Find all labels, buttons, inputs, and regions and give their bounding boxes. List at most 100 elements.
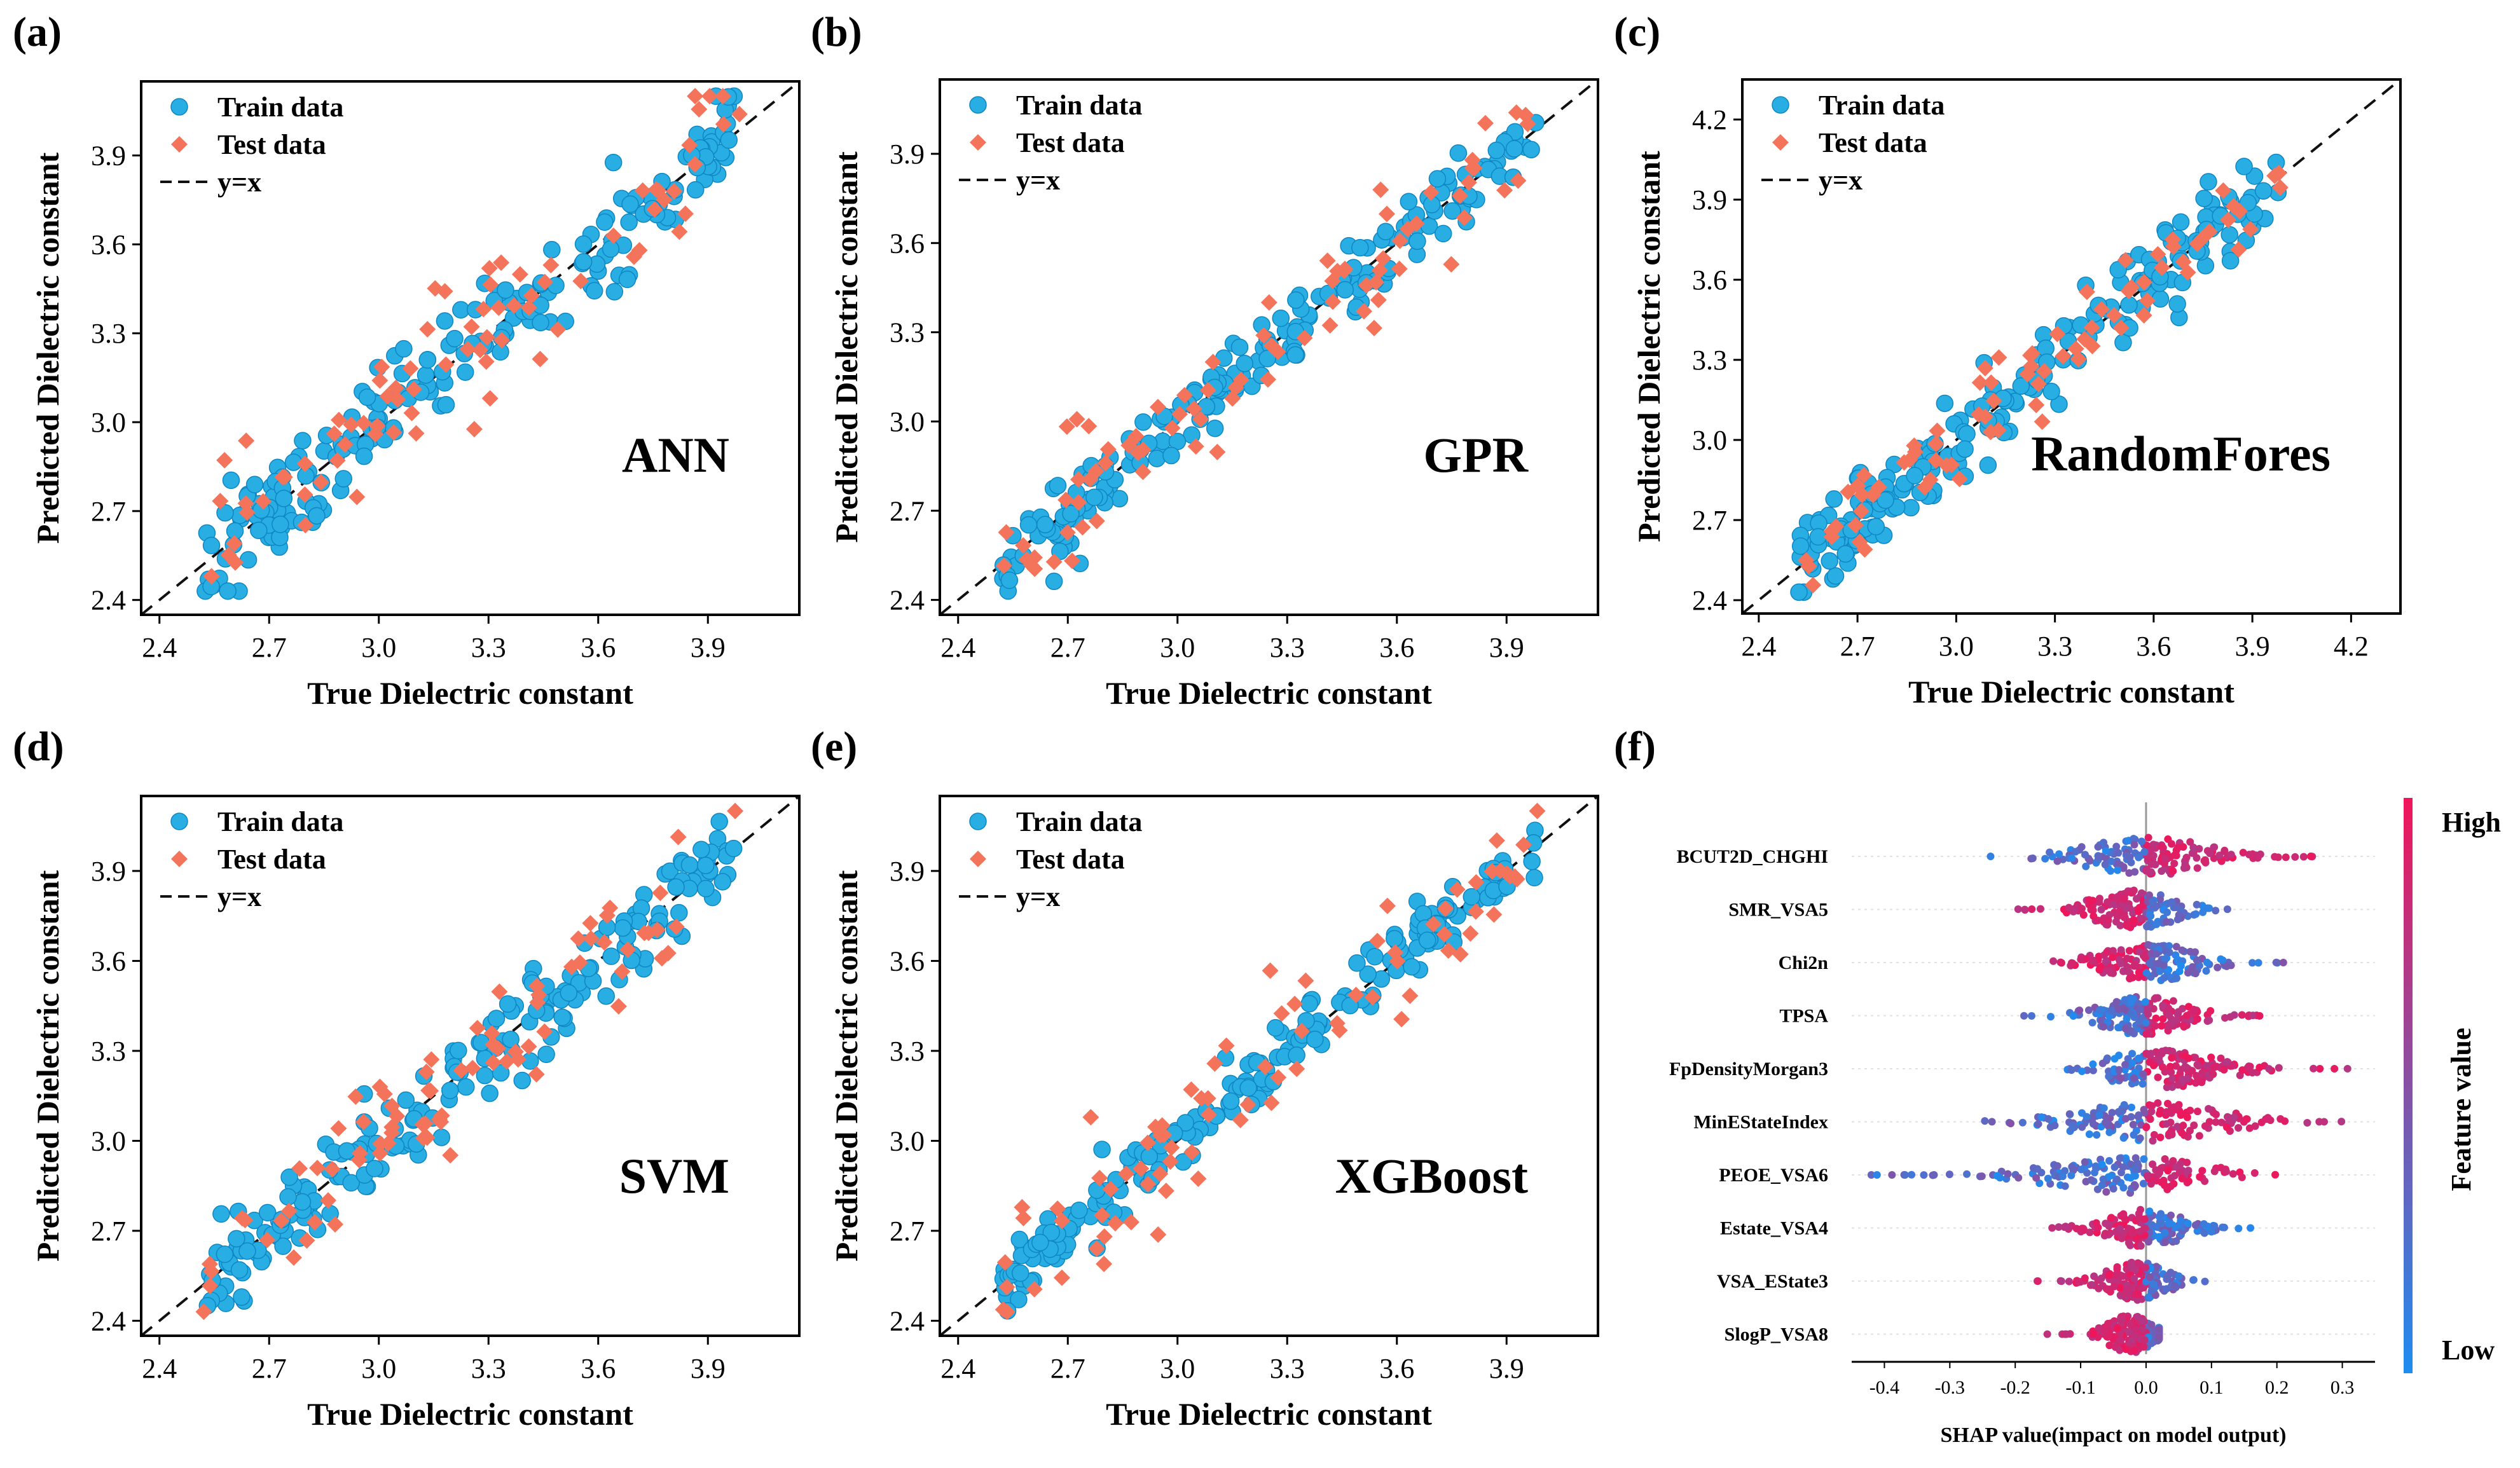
test-point xyxy=(1026,560,1043,577)
x-tick-label: 3.0 xyxy=(361,632,396,663)
shap-point xyxy=(2014,905,2022,914)
shap-point xyxy=(2053,1162,2062,1170)
test-point xyxy=(727,802,744,820)
shap-point xyxy=(2102,1285,2110,1293)
test-point xyxy=(520,299,537,317)
test-point xyxy=(2179,264,2196,281)
train-point xyxy=(441,1081,459,1099)
train-point xyxy=(1403,957,1421,976)
shap-point xyxy=(2058,1172,2067,1181)
shap-point xyxy=(2065,1110,2074,1118)
shap-point xyxy=(2142,954,2150,962)
shap-point xyxy=(2110,1055,2119,1063)
colorbar-high-label: High xyxy=(2442,807,2501,838)
shap-point xyxy=(2126,975,2134,983)
shap-point xyxy=(2166,1268,2175,1277)
shap-point xyxy=(2112,1271,2120,1279)
y-tick-label: 3.9 xyxy=(890,856,925,887)
test-point xyxy=(463,318,480,335)
shap-point xyxy=(2154,1073,2162,1081)
shap-point xyxy=(2065,1277,2073,1286)
test-point xyxy=(666,182,683,200)
shap-point xyxy=(2142,867,2151,875)
shap-point xyxy=(2163,1108,2171,1116)
shap-point xyxy=(2282,853,2290,861)
train-point xyxy=(1272,309,1290,327)
shap-point xyxy=(2119,1184,2128,1192)
test-point xyxy=(1324,293,1341,310)
train-point xyxy=(620,213,638,231)
x-tick-label: 2.4 xyxy=(1741,631,1776,662)
shap-point xyxy=(2189,1276,2198,1284)
shap-point xyxy=(2135,1214,2143,1223)
shap-point xyxy=(2165,1219,2173,1228)
shap-point xyxy=(2113,1324,2121,1333)
test-point xyxy=(485,1036,502,1053)
train-point xyxy=(446,329,464,348)
shap-point xyxy=(2201,856,2209,864)
test-point xyxy=(687,156,704,173)
test-point xyxy=(1496,182,1513,199)
shap-point xyxy=(2161,955,2169,963)
test-point xyxy=(1929,422,1946,439)
train-point xyxy=(713,873,732,891)
train-point xyxy=(1140,1148,1159,1165)
shap-point xyxy=(2018,1118,2027,1127)
train-point xyxy=(1790,583,1808,601)
shap-point xyxy=(2184,1177,2193,1185)
shap-point xyxy=(2140,1106,2148,1114)
shap-point xyxy=(2160,974,2168,982)
test-point xyxy=(1074,519,1091,536)
test-point xyxy=(254,493,272,510)
shap-point xyxy=(2095,1111,2103,1120)
y-tick-label: 2.7 xyxy=(91,1216,126,1247)
test-point xyxy=(437,356,455,373)
shap-point xyxy=(2177,1111,2185,1119)
shap-point xyxy=(2190,1122,2198,1130)
shap-point xyxy=(2112,917,2120,926)
x-axis-title: True Dielectric constant xyxy=(1106,675,1432,711)
shap-point xyxy=(2198,1078,2206,1087)
test-point xyxy=(1088,512,1105,530)
shap-point xyxy=(2112,842,2121,851)
test-point xyxy=(493,332,510,349)
test-point xyxy=(417,1115,434,1132)
test-point xyxy=(469,1020,486,1037)
train-point xyxy=(605,283,624,301)
shap-point xyxy=(2170,1224,2179,1232)
train-point xyxy=(532,313,549,332)
shap-point xyxy=(2094,916,2102,924)
train-point xyxy=(2239,194,2257,212)
legend-test-marker xyxy=(1772,134,1789,151)
test-point xyxy=(1293,1022,1310,1039)
shap-point xyxy=(2105,1128,2114,1137)
shap-point xyxy=(2217,955,2225,963)
test-point xyxy=(1296,329,1313,346)
train-point xyxy=(1306,1031,1324,1048)
shap-point xyxy=(2199,908,2207,916)
shap-point xyxy=(2205,1016,2214,1024)
x-tick-label: 3.9 xyxy=(691,632,726,663)
train-point xyxy=(1206,419,1224,437)
shap-point xyxy=(2113,1265,2121,1273)
train-point xyxy=(456,363,474,381)
shap-point xyxy=(2173,1010,2182,1019)
train-point xyxy=(1351,238,1369,257)
train-point xyxy=(1070,1201,1088,1219)
shap-point xyxy=(2109,1184,2117,1193)
test-point xyxy=(1263,1094,1280,1111)
shap-point xyxy=(2165,966,2173,974)
train-point xyxy=(452,301,470,319)
test-point xyxy=(385,424,403,441)
legend-identity-label: y=x xyxy=(217,881,261,912)
shap-point xyxy=(2140,1155,2148,1163)
test-point xyxy=(1917,479,1934,496)
shap-point xyxy=(2201,1177,2209,1185)
train-point xyxy=(2050,395,2068,413)
shap-point xyxy=(2174,1081,2182,1089)
shap-point xyxy=(2163,1285,2171,1293)
shap-point xyxy=(2212,907,2220,915)
shap-point xyxy=(2316,1064,2324,1073)
shap-point xyxy=(2198,1069,2207,1077)
shap-point xyxy=(2037,1113,2046,1122)
